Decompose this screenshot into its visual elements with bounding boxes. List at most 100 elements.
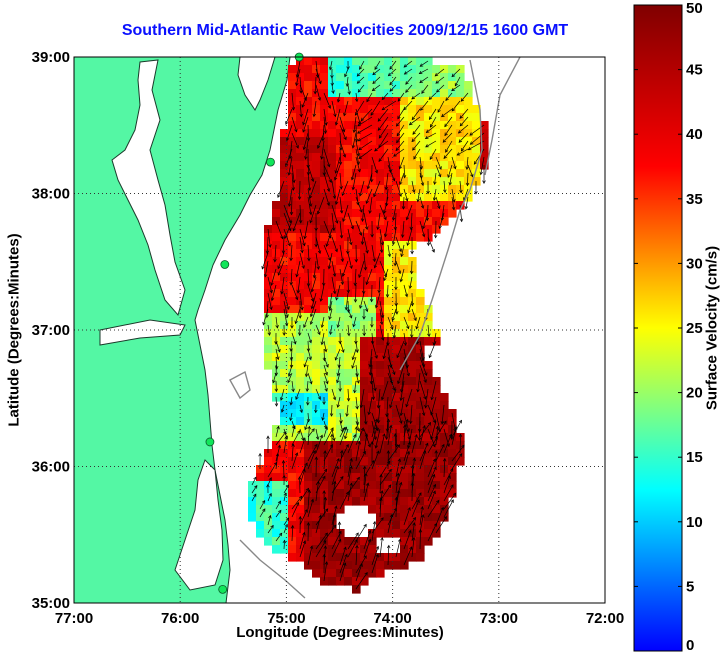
velocity-arrowhead (399, 481, 403, 486)
velocity-cell (424, 433, 433, 442)
velocity-arrow (357, 124, 373, 134)
velocity-arrow (387, 284, 389, 298)
velocity-arrow (411, 108, 421, 120)
velocity-arrow (335, 348, 341, 361)
velocity-cell (360, 89, 369, 98)
velocity-cell (288, 65, 297, 74)
velocity-cell (304, 105, 313, 114)
velocity-cell (416, 137, 425, 146)
velocity-cell (376, 553, 385, 562)
velocity-arrow (403, 530, 412, 550)
velocity-arrow (417, 372, 421, 392)
velocity-arrowhead (328, 179, 332, 183)
velocity-arrow (358, 260, 365, 278)
velocity-cell (400, 481, 409, 490)
velocity-arrow (355, 524, 367, 542)
velocity-arrow (251, 485, 258, 494)
velocity-cell (264, 497, 273, 506)
colorbar-tick-label: 5 (686, 578, 694, 595)
velocity-arrowhead (338, 530, 342, 535)
velocity-arrowhead (425, 129, 430, 134)
velocity-arrow (451, 196, 455, 210)
velocity-arrow (430, 116, 437, 128)
velocity-arrowhead (287, 373, 292, 377)
velocity-cell (368, 57, 377, 66)
velocity-cell (472, 153, 481, 162)
velocity-arrowhead (365, 226, 369, 231)
velocity-arrowhead (324, 532, 328, 537)
velocity-arrowhead (277, 194, 281, 199)
velocity-cell (336, 545, 345, 554)
velocity-cell (424, 481, 433, 490)
velocity-arrow (323, 444, 333, 462)
velocity-cell (344, 537, 353, 546)
velocity-arrow (295, 68, 301, 86)
velocity-arrow (358, 140, 373, 151)
velocity-cell (296, 337, 305, 346)
velocity-arrowhead (412, 131, 416, 135)
velocity-arrowhead (413, 155, 417, 160)
velocity-arrowhead (305, 487, 310, 492)
velocity-arrowhead (404, 293, 409, 298)
velocity-arrowhead (321, 417, 325, 421)
velocity-cell (368, 425, 377, 434)
velocity-cell (336, 257, 345, 266)
velocity-cell (376, 561, 385, 570)
velocity-cell (400, 561, 409, 570)
velocity-cell (312, 393, 321, 402)
velocity-cell (352, 449, 361, 458)
velocity-cell (336, 321, 345, 330)
velocity-cell (456, 169, 465, 178)
velocity-arrowhead (458, 419, 462, 424)
velocity-arrow (299, 509, 308, 526)
velocity-cell (456, 97, 465, 106)
velocity-arrowhead (345, 83, 350, 87)
velocity-arrowhead (262, 499, 266, 504)
velocity-arrow (419, 506, 423, 526)
velocity-arrow (426, 124, 437, 133)
velocity-cell (272, 497, 281, 506)
velocity-cell (368, 553, 377, 562)
velocity-arrowhead (345, 491, 349, 496)
velocity-arrowhead (358, 192, 363, 197)
chart-title: Southern Mid-Atlantic Raw Velocities 200… (121, 22, 569, 39)
velocity-cell (304, 305, 313, 314)
velocity-arrow (290, 396, 293, 405)
velocity-cell (400, 545, 409, 554)
velocity-arrow (307, 412, 310, 422)
velocity-arrowhead (420, 107, 424, 111)
velocity-arrow (403, 356, 410, 377)
velocity-arrowhead (289, 357, 294, 361)
velocity-arrowhead (324, 561, 329, 565)
velocity-arrowhead (359, 66, 363, 70)
velocity-cell (352, 233, 361, 242)
velocity-arrowhead (370, 112, 374, 116)
velocity-arrow (291, 284, 298, 300)
velocity-arrow (411, 92, 421, 100)
velocity-arrow (373, 180, 381, 197)
velocity-arrowhead (372, 80, 376, 85)
velocity-arrowhead (392, 387, 396, 391)
velocity-arrowhead (397, 98, 402, 102)
velocity-cell (256, 513, 265, 522)
velocity-cell (272, 281, 281, 290)
velocity-arrow (401, 244, 405, 257)
velocity-arrowhead (396, 472, 400, 477)
velocity-cell (312, 89, 321, 98)
velocity-cell (264, 353, 273, 362)
velocity-arrow (427, 236, 435, 253)
velocity-cell (280, 369, 289, 378)
velocity-arrowhead (387, 484, 392, 489)
velocity-cell (416, 201, 425, 210)
velocity-arrow (419, 196, 424, 209)
velocity-arrow (402, 220, 405, 238)
velocity-arrow (286, 124, 293, 141)
velocity-cell (352, 481, 361, 490)
velocity-cell (264, 361, 273, 370)
velocity-arrow (419, 425, 426, 446)
velocity-cell (424, 89, 433, 98)
velocity-cell (360, 481, 369, 490)
velocity-arrow (467, 164, 473, 177)
velocity-cell (416, 545, 425, 554)
velocity-arrow (435, 426, 439, 446)
